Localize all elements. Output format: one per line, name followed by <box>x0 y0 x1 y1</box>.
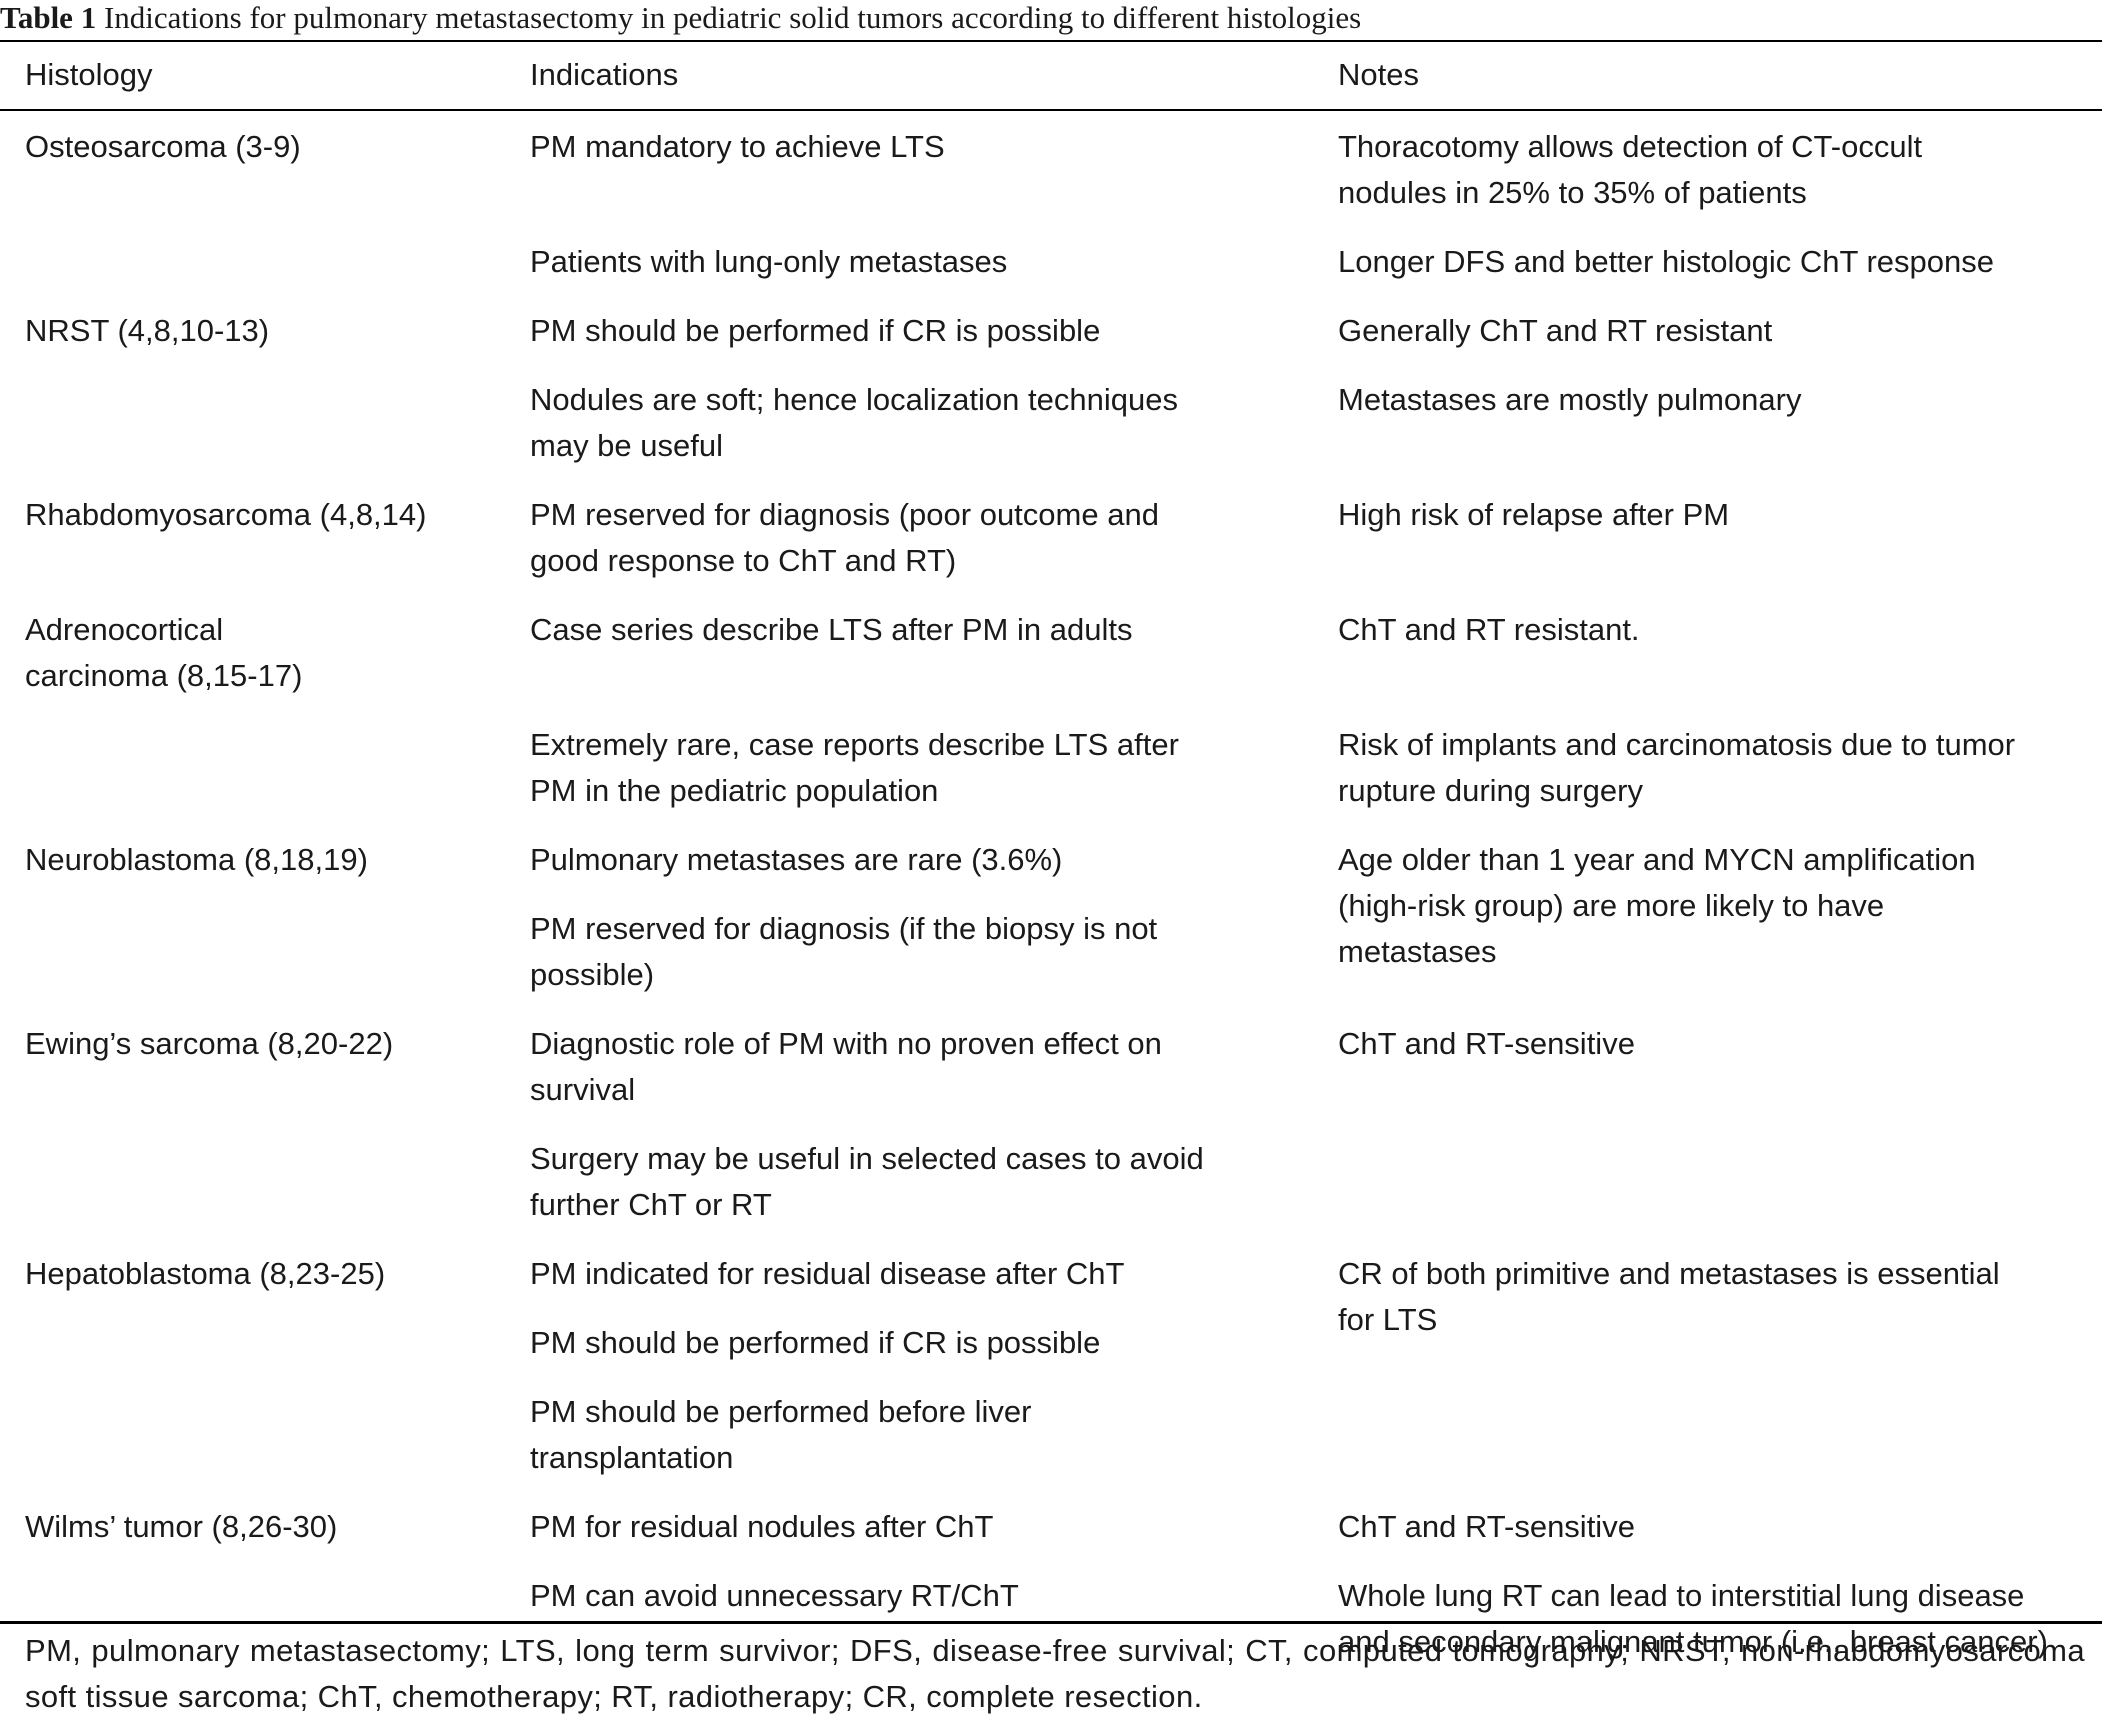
cell-histology-line: carcinoma (8,15-17) <box>25 658 303 693</box>
cell-indication-line: may be useful <box>530 428 723 463</box>
cell-notes-line: Thoracotomy allows detection of CT-occul… <box>1338 129 1923 164</box>
cell-notes: Risk of implants and carcinomatosis due … <box>1338 722 2015 814</box>
cell-indication: PM reserved for diagnosis (poor outcome … <box>530 492 1159 584</box>
cell-indication-line: Nodules are soft; hence localization tec… <box>530 382 1178 417</box>
cell-notes: CR of both primitive and metastases is e… <box>1338 1251 2000 1343</box>
cell-indication: Diagnostic role of PM with no proven eff… <box>530 1021 1162 1113</box>
cell-indication: Case series describe LTS after PM in adu… <box>530 607 1132 653</box>
cell-notes-line: ChT and RT-sensitive <box>1338 1509 1635 1544</box>
cell-indication: PM should be performed if CR is possible <box>530 1320 1100 1366</box>
cell-notes-line: Metastases are mostly pulmonary <box>1338 382 1802 417</box>
cell-histology: Rhabdomyosarcoma (4,8,14) <box>25 492 426 538</box>
cell-notes-line: Age older than 1 year and MYCN amplifica… <box>1338 842 1976 877</box>
cell-histology: Adrenocortical carcinoma (8,15-17) <box>25 607 302 699</box>
cell-histology-line: NRST (4,8,10-13) <box>25 313 270 348</box>
cell-indication-line: Patients with lung-only metastases <box>530 244 1008 279</box>
cell-indication-line: Surgery may be useful in selected cases … <box>530 1141 1204 1176</box>
cell-indication: Nodules are soft; hence localization tec… <box>530 377 1178 469</box>
cell-notes: ChT and RT-sensitive <box>1338 1021 1635 1067</box>
table-top-rule <box>0 40 2102 42</box>
cell-indication-line: PM reserved for diagnosis (if the biopsy… <box>530 911 1158 946</box>
cell-indication: PM reserved for diagnosis (if the biopsy… <box>530 906 1157 998</box>
cell-indication-line: PM should be performed if CR is possible <box>530 1325 1101 1360</box>
cell-indication-line: PM for residual nodules after ChT <box>530 1509 994 1544</box>
cell-notes: Whole lung RT can lead to interstitial l… <box>1338 1573 2048 1665</box>
cell-indication-line: good response to ChT and RT) <box>530 543 957 578</box>
cell-indication: PM can avoid unnecessary RT/ChT <box>530 1573 1019 1619</box>
cell-histology: Ewing’s sarcoma (8,20-22) <box>25 1021 393 1067</box>
cell-notes: ChT and RT-sensitive <box>1338 1504 1635 1550</box>
cell-indication: PM indicated for residual disease after … <box>530 1251 1124 1297</box>
cell-indication: PM should be performed before liver trans… <box>530 1389 1031 1481</box>
cell-indication: Pulmonary metastases are rare (3.6%) <box>530 837 1062 883</box>
cell-notes-line: Longer DFS and better histologic ChT res… <box>1338 244 1994 279</box>
cell-notes-line: CR of both primitive and metastases is e… <box>1338 1256 2000 1291</box>
table-caption: Table 1 Indications for pulmonary metast… <box>0 0 1361 40</box>
table-caption-label: Table 1 <box>0 0 97 35</box>
cell-notes-line: for LTS <box>1338 1302 1438 1337</box>
cell-indication-line: Diagnostic role of PM with no proven eff… <box>530 1026 1162 1061</box>
cell-histology-line: Hepatoblastoma (8,23-25) <box>25 1256 386 1291</box>
cell-histology: Neuroblastoma (8,18,19) <box>25 837 368 883</box>
cell-indication: PM for residual nodules after ChT <box>530 1504 994 1550</box>
cell-indication: PM should be performed if CR is possible <box>530 308 1100 354</box>
cell-histology: NRST (4,8,10-13) <box>25 308 269 354</box>
cell-notes: Metastases are mostly pulmonary <box>1338 377 1801 423</box>
header-indications: Indications <box>530 57 679 92</box>
cell-notes: High risk of relapse after PM <box>1338 492 1729 538</box>
table-header-row: Histology Indications Notes <box>0 42 2102 109</box>
cell-indication: Patients with lung-only metastases <box>530 239 1007 285</box>
cell-indication-line: transplantation <box>530 1440 734 1475</box>
cell-indication-line: survival <box>530 1072 636 1107</box>
cell-histology-line: Adrenocortical <box>25 612 224 647</box>
cell-notes: Age older than 1 year and MYCN amplifica… <box>1338 837 1976 975</box>
cell-notes-line: (high-risk group) are more likely to hav… <box>1338 888 1885 923</box>
cell-indication-line: PM should be performed if CR is possible <box>530 313 1101 348</box>
table-header-rule <box>0 109 2102 111</box>
cell-indication-line: further ChT or RT <box>530 1187 772 1222</box>
table-caption-text: Indications for pulmonary metastasectomy… <box>103 0 1362 35</box>
cell-indication-line: PM should be performed before liver <box>530 1394 1032 1429</box>
cell-notes: ChT and RT resistant. <box>1338 607 1640 653</box>
cell-indication-line: PM can avoid unnecessary RT/ChT <box>530 1578 1019 1613</box>
cell-notes-line: ChT and RT resistant. <box>1338 612 1640 647</box>
cell-histology: Wilms’ tumor (8,26-30) <box>25 1504 337 1550</box>
cell-notes-line: metastases <box>1338 934 1497 969</box>
cell-histology-line: Neuroblastoma (8,18,19) <box>25 842 368 877</box>
header-histology: Histology <box>25 57 153 92</box>
cell-notes-line: ChT and RT-sensitive <box>1338 1026 1635 1061</box>
cell-notes-line: High risk of relapse after PM <box>1338 497 1730 532</box>
cell-notes-line: Whole lung RT can lead to interstitial l… <box>1338 1578 2025 1613</box>
cell-histology-line: Wilms’ tumor (8,26-30) <box>25 1509 338 1544</box>
cell-indication-line: Extremely rare, case reports describe LT… <box>530 727 1179 762</box>
cell-indication-line: PM reserved for diagnosis (poor outcome … <box>530 497 1159 532</box>
cell-indication-line: PM indicated for residual disease after … <box>530 1256 1125 1291</box>
cell-notes-line: rupture during surgery <box>1338 773 1643 808</box>
table-body: Osteosarcoma (3-9) PM mandatory to achiev… <box>0 111 2102 1659</box>
cell-histology-line: Rhabdomyosarcoma (4,8,14) <box>25 497 427 532</box>
cell-indication-line: possible) <box>530 957 655 992</box>
cell-notes: Generally ChT and RT resistant <box>1338 308 1772 354</box>
cell-indication-line: PM in the pediatric population <box>530 773 939 808</box>
cell-notes: Thoracotomy allows detection of CT-occul… <box>1338 124 1922 216</box>
cell-indication: Surgery may be useful in selected cases … <box>530 1136 1204 1228</box>
table-bottom-rule <box>0 1621 2102 1624</box>
cell-histology: Hepatoblastoma (8,23-25) <box>25 1251 385 1297</box>
cell-notes-line: nodules in 25% to 35% of patients <box>1338 175 1807 210</box>
cell-histology-line: Osteosarcoma (3-9) <box>25 129 301 164</box>
cell-indication-line: Case series describe LTS after PM in adu… <box>530 612 1133 647</box>
cell-notes-line: Generally ChT and RT resistant <box>1338 313 1773 348</box>
cell-indication-line: Pulmonary metastases are rare (3.6%) <box>530 842 1063 877</box>
cell-notes: Longer DFS and better histologic ChT res… <box>1338 239 1994 285</box>
cell-notes-line: Risk of implants and carcinomatosis due … <box>1338 727 2016 762</box>
cell-notes-line: and secondary malignant tumor (i.e., bre… <box>1338 1624 2048 1659</box>
header-notes: Notes <box>1338 57 1419 92</box>
cell-histology-line: Ewing’s sarcoma (8,20-22) <box>25 1026 394 1061</box>
table-footnote: PM, pulmonary metastasectomy; LTS, long … <box>25 1633 2085 1714</box>
cell-indication: Extremely rare, case reports describe LT… <box>530 722 1179 814</box>
cell-indication: PM mandatory to achieve LTS <box>530 124 945 170</box>
cell-indication-line: PM mandatory to achieve LTS <box>530 129 945 164</box>
cell-histology: Osteosarcoma (3-9) <box>25 124 301 170</box>
